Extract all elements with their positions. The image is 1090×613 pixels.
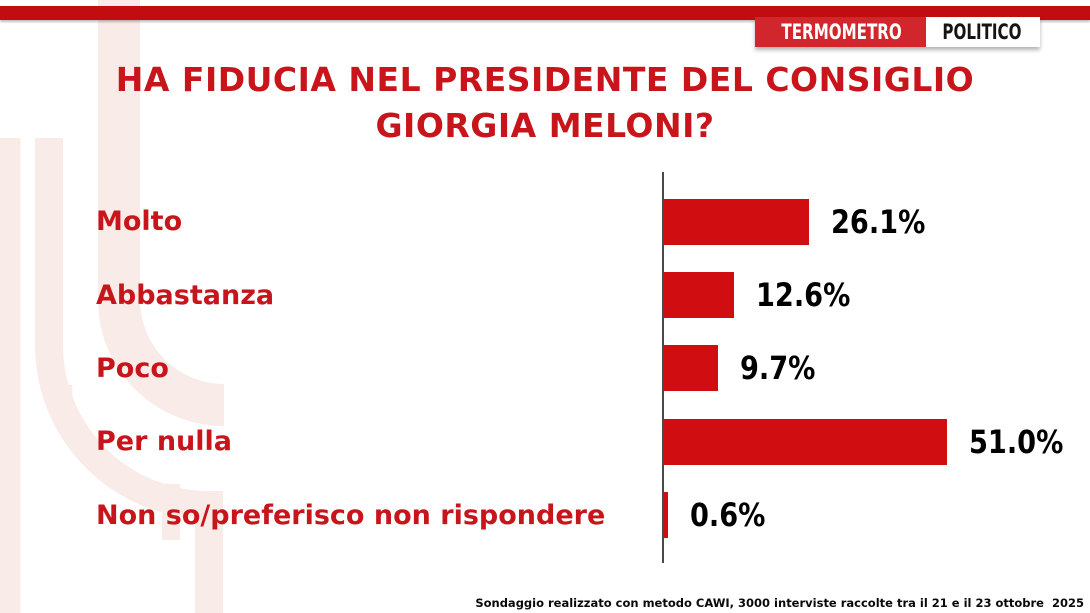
value-label: 51.0% [969, 423, 1080, 461]
value-label-text: 26.1% [830, 202, 926, 241]
category-label: Abbastanza [96, 279, 275, 311]
category-label: Non so/preferisco non rispondere [96, 499, 606, 531]
category-label: Poco [96, 352, 169, 384]
chart-row: Poco 9.7% [0, 332, 1090, 405]
page-title: HA FIDUCIA NEL PRESIDENTE DEL CONSIGLIO … [0, 57, 1090, 149]
bar-area: 51.0% [664, 418, 1080, 465]
title-line-1: HA FIDUCIA NEL PRESIDENTE DEL CONSIGLIO [115, 60, 975, 99]
bar-chart: Molto 26.1% Abbastanza 12.6% Poco 9.7% P… [0, 172, 1090, 563]
source-note: Sondaggio realizzato con metodo CAWI, 30… [475, 596, 1084, 610]
category-label: Molto [96, 206, 183, 238]
value-label-text: 9.7% [739, 349, 816, 388]
value-label-text: 12.6% [755, 276, 851, 315]
termometro-politico-logo: TERMOMETRO POLITICO [754, 17, 1040, 47]
bar-area: 9.7% [664, 345, 829, 392]
value-label: 0.6% [690, 496, 779, 534]
logo-politico-text: POLITICO [942, 20, 1022, 44]
category-label: Per nulla [96, 426, 232, 458]
value-label-text: 0.6% [690, 496, 766, 535]
top-accent-bar [0, 6, 1090, 20]
title-line-2: GIORGIA MELONI? [375, 106, 715, 145]
bar [664, 492, 668, 539]
bar [664, 198, 809, 245]
logo-politico: POLITICO [926, 17, 1040, 47]
chart-row: Abbastanza 12.6% [0, 258, 1090, 331]
chart-row: Per nulla 51.0% [0, 405, 1090, 478]
chart-row: Molto 26.1% [0, 185, 1090, 258]
bar [664, 272, 734, 319]
value-label-text: 51.0% [969, 422, 1064, 461]
bar-area: 26.1% [664, 198, 942, 245]
bar [664, 345, 718, 392]
value-label: 26.1% [831, 203, 942, 241]
value-label: 12.6% [756, 276, 867, 314]
value-label: 9.7% [740, 349, 829, 387]
bar [664, 418, 948, 465]
chart-rows: Molto 26.1% Abbastanza 12.6% Poco 9.7% P… [0, 185, 1090, 552]
logo-termometro: TERMOMETRO [754, 17, 927, 47]
bar-area: 0.6% [664, 492, 779, 539]
bar-area: 12.6% [664, 272, 867, 319]
chart-row: Non so/preferisco non rispondere 0.6% [0, 479, 1090, 552]
chart-axis-line [662, 172, 664, 563]
logo-termometro-text: TERMOMETRO [781, 20, 902, 44]
